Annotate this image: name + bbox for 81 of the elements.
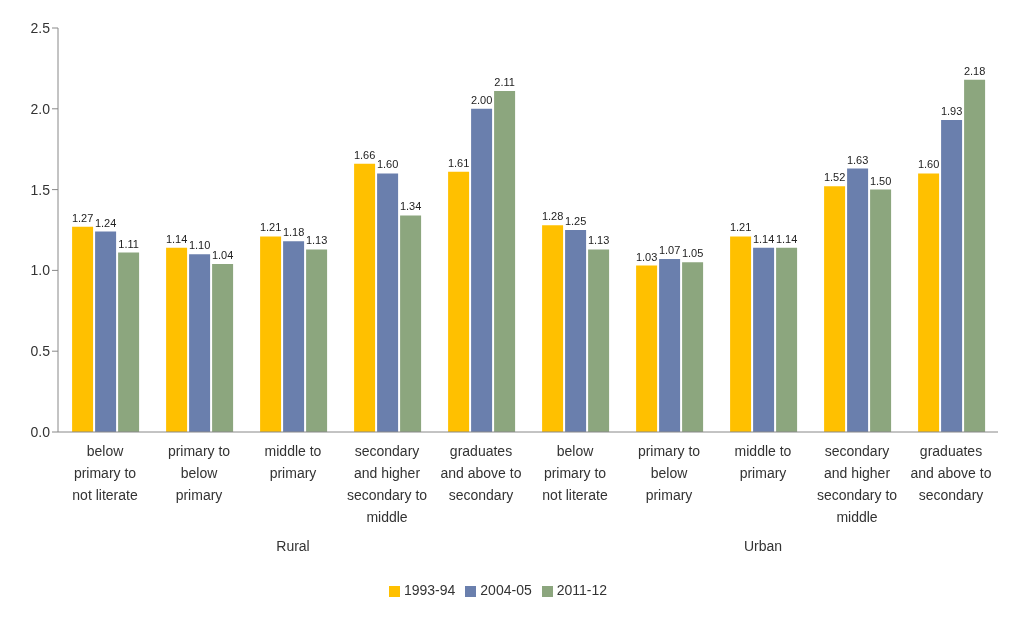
- x-tick-label: middle to primary: [264, 443, 322, 481]
- y-tick-label: 1.5: [30, 181, 51, 198]
- data-label: 1.14: [165, 232, 188, 245]
- bar: [847, 168, 869, 432]
- bar: [494, 91, 516, 432]
- bar: [471, 108, 493, 432]
- bar: [776, 247, 798, 432]
- legend-label: 2011-12: [556, 582, 608, 598]
- bar: [306, 249, 328, 432]
- x-tick-label: graduates and above to secondary: [910, 443, 992, 503]
- data-label: 1.11: [118, 237, 139, 250]
- bar: [377, 173, 399, 432]
- y-tick-label: 1.0: [30, 262, 51, 279]
- bar: [448, 171, 470, 432]
- bar: [964, 79, 986, 432]
- data-label: 1.25: [564, 215, 587, 227]
- text: Rural: [275, 538, 311, 554]
- data-label: 2.00: [470, 93, 493, 106]
- data-label: 1.21: [259, 221, 282, 234]
- bar: [941, 120, 963, 432]
- x-tick-label: middle to primary: [734, 443, 792, 481]
- data-label: 1.60: [917, 158, 940, 171]
- bar: [189, 254, 211, 432]
- data-label: 1.13: [305, 234, 328, 247]
- data-label: 1.63: [846, 153, 869, 166]
- data-label: 1.07: [658, 244, 681, 257]
- y-tick-label: 0.0: [30, 423, 51, 440]
- data-label: 1.14: [752, 232, 775, 245]
- bar: [870, 189, 892, 432]
- data-label: 1.34: [399, 200, 422, 213]
- data-label: 1.61: [447, 156, 470, 169]
- x-tick-label: primary to below primary: [637, 443, 701, 503]
- bar: [72, 226, 94, 432]
- data-label: 1.60: [376, 158, 399, 171]
- data-label: 1.13: [587, 234, 610, 247]
- data-label: 1.10: [188, 239, 211, 252]
- x-tick-label: secondary and higher secondary to middle: [816, 443, 898, 525]
- data-label: 1.24: [94, 216, 117, 229]
- x-tick-label: below primary to not literate: [542, 443, 608, 503]
- bar: [659, 259, 681, 432]
- bar: [354, 163, 376, 432]
- data-label: 1.93: [940, 105, 963, 118]
- data-label: 1.21: [729, 221, 752, 234]
- data-label: 1.05: [681, 247, 704, 260]
- data-label: 1.66: [353, 148, 376, 161]
- legend-label: 2004-05: [480, 582, 532, 598]
- data-label: 1.27: [71, 211, 94, 224]
- data-label: 1.03: [635, 250, 658, 263]
- y-tick-label: 2.5: [30, 19, 51, 36]
- data-label: 1.50: [869, 174, 892, 187]
- data-label: 1.28: [541, 210, 564, 223]
- data-label: 2.18: [963, 64, 986, 77]
- bar: [918, 173, 940, 432]
- x-tick-label: below primary to not literate: [72, 443, 138, 503]
- legend-label: 1993-94: [403, 582, 456, 598]
- bar: [95, 231, 117, 432]
- bar: [260, 236, 282, 432]
- data-label: 2.11: [494, 76, 515, 89]
- bar: [400, 215, 422, 432]
- y-tick-label: 2.0: [30, 100, 51, 117]
- data-label: 1.52: [823, 171, 846, 184]
- bar: [212, 263, 234, 432]
- x-tick-label: graduates and above to secondary: [440, 443, 522, 503]
- bar: [682, 262, 704, 432]
- bar: [588, 249, 610, 432]
- x-tick-label: primary to below primary: [167, 443, 231, 503]
- data-label: 1.04: [211, 248, 234, 261]
- bar: [636, 265, 658, 432]
- x-tick-label: secondary and higher secondary to middle: [346, 443, 428, 525]
- text: Urban: [742, 538, 784, 554]
- bar: [730, 236, 752, 432]
- bar: [753, 247, 775, 432]
- y-tick-label: 0.5: [30, 343, 51, 360]
- bar: [542, 225, 564, 432]
- bar: [565, 230, 587, 432]
- bar: [824, 186, 846, 432]
- bar: [118, 252, 140, 432]
- data-label: 1.14: [775, 232, 798, 245]
- data-label: 1.18: [282, 226, 305, 239]
- bar: [166, 247, 188, 432]
- bar: [283, 241, 305, 432]
